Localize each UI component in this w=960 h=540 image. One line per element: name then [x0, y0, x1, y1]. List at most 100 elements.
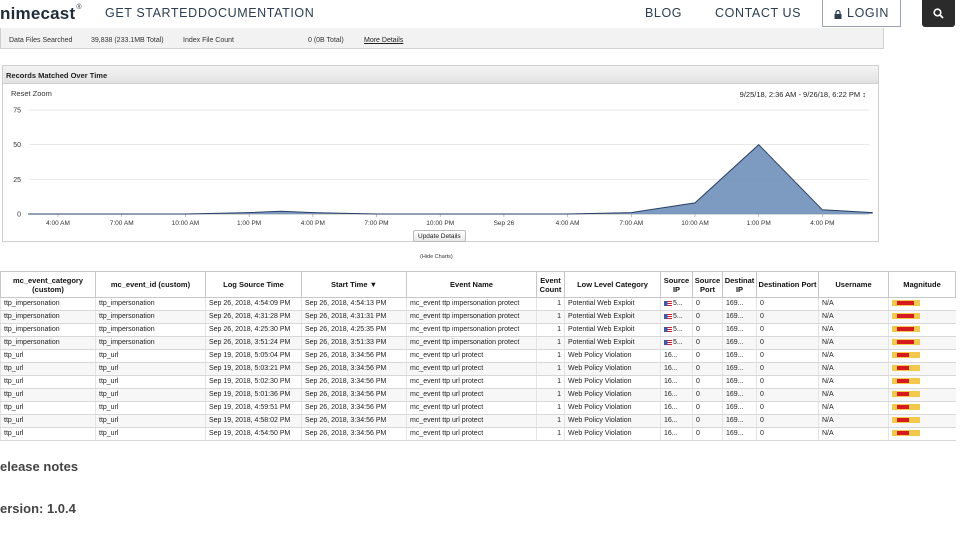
header-col-log-source-time[interactable]: Log Source Time [205, 271, 302, 298]
cell-start-time: Sep 26, 2018, 3:34:56 PM [301, 414, 407, 428]
nav-documentation[interactable]: DOCUMENTATION [198, 6, 315, 20]
magnitude-bar [892, 300, 920, 307]
time-range-selector[interactable]: 9/25/18, 2:36 AM - 9/26/18, 6:22 PM ↕ [739, 90, 866, 99]
cell-source-ip: 5... [660, 297, 693, 311]
table-row[interactable]: ttp_impersonation ttp_impersonation Sep 26… [0, 323, 956, 337]
table-row[interactable]: ttp_url ttp_url Sep 19, 2018, 5:03:21 PM Se… [0, 362, 956, 376]
cell-text: 169... [726, 404, 744, 411]
cell-text: N/A [822, 430, 834, 437]
magnitude-fill [897, 405, 909, 410]
header-col-event-name[interactable]: Event Name [406, 271, 537, 298]
cell-text: 16... [664, 417, 678, 424]
header-col-magnitude[interactable]: Magnitude [888, 271, 956, 298]
cell-start-time: Sep 26, 2018, 3:34:56 PM [301, 388, 407, 402]
magnitude-bar [892, 417, 920, 424]
search-button[interactable] [922, 0, 955, 27]
table-row[interactable]: ttp_url ttp_url Sep 19, 2018, 4:58:02 PM Se… [0, 414, 956, 428]
x-tick-label: Sep 26 [494, 220, 515, 227]
cell-source-port: 0 [692, 362, 723, 376]
table-row[interactable]: ttp_url ttp_url Sep 19, 2018, 4:54:50 PM Se… [0, 427, 956, 441]
table-row[interactable]: ttp_url ttp_url Sep 19, 2018, 4:59:51 PM Se… [0, 401, 956, 415]
cell-source-ip: 16... [660, 427, 693, 441]
cell-start-time: Sep 26, 2018, 3:34:56 PM [301, 375, 407, 389]
cell-destination-port: 0 [756, 375, 819, 389]
table-row[interactable]: ttp_url ttp_url Sep 19, 2018, 5:01:36 PM Se… [0, 388, 956, 402]
header-col-low-level-category[interactable]: Low Level Category [564, 271, 661, 298]
header-col-start-time[interactable]: Start Time ▼ [301, 271, 407, 298]
cell-log-source-time: Sep 19, 2018, 4:58:02 PM [205, 414, 302, 428]
cell-text: 16... [664, 352, 678, 359]
cell-text: ttp_impersonation [99, 326, 155, 333]
nav-blog[interactable]: BLOG [645, 6, 683, 20]
more-details-link[interactable]: More Details [364, 37, 404, 44]
cell-text: ttp_url [4, 378, 24, 385]
cell-text: 169... [726, 378, 744, 385]
hide-charts-link[interactable]: (Hide Charts) [420, 254, 453, 260]
header-col-username[interactable]: Username [818, 271, 889, 298]
cell-event-id: ttp_url [95, 362, 206, 376]
cell-text: 0 [696, 352, 700, 359]
header-col-source-port[interactable]: Source Port [692, 271, 723, 298]
logo[interactable]: nimecast® [0, 4, 82, 24]
magnitude-bar [892, 404, 920, 411]
update-details-button[interactable]: Update Details [413, 230, 466, 242]
cell-text: mc_event ttp url protect [410, 417, 484, 424]
cell-source-ip: 16... [660, 375, 693, 389]
cell-event-count: 1 [536, 297, 565, 311]
header-col-event-id[interactable]: mc_event_id (custom) [95, 271, 206, 298]
cell-text: mc_event ttp impersonation protect [410, 339, 520, 346]
header-col-source-ip[interactable]: Source IP [660, 271, 693, 298]
cell-event-name: mc_event ttp impersonation protect [406, 336, 537, 350]
cell-magnitude [888, 336, 956, 350]
cell-username: N/A [818, 336, 889, 350]
cell-text: 0 [696, 300, 700, 307]
cell-source-port: 0 [692, 401, 723, 415]
cell-text: Sep 26, 2018, 4:25:35 PM [305, 326, 387, 333]
us-flag-icon [664, 300, 672, 306]
events-table: mc_event_category (custom) mc_event_id (c… [0, 271, 956, 441]
table-row[interactable]: ttp_impersonation ttp_impersonation Sep 26… [0, 336, 956, 350]
cell-text: Sep 26, 2018, 4:25:30 PM [209, 326, 291, 333]
header-col-event-category[interactable]: mc_event_category (custom) [0, 271, 96, 298]
cell-text: 169... [726, 339, 744, 346]
table-row[interactable]: ttp_impersonation ttp_impersonation Sep 26… [0, 297, 956, 311]
cell-event-count: 1 [536, 310, 565, 324]
cell-destination-port: 0 [756, 388, 819, 402]
magnitude-fill [897, 327, 914, 332]
header-col-event-count[interactable]: Event Count [536, 271, 565, 298]
logo-mark: ® [76, 4, 82, 11]
cell-username: N/A [818, 375, 889, 389]
cell-text: N/A [822, 300, 834, 307]
cell-text: 5... [673, 326, 683, 333]
header-col-destination-ip[interactable]: Destinat IP [722, 271, 757, 298]
table-row[interactable]: ttp_impersonation ttp_impersonation Sep 26… [0, 310, 956, 324]
cell-event-category: ttp_url [0, 427, 96, 441]
cell-event-category: ttp_url [0, 362, 96, 376]
series-area [28, 144, 873, 214]
cell-destination-ip: 169... [722, 375, 757, 389]
cell-text: ttp_url [99, 391, 119, 398]
cell-text: Potential Web Exploit [568, 313, 635, 320]
nav-get-started[interactable]: GET STARTED [105, 6, 198, 20]
cell-low-level-category: Web Policy Violation [564, 362, 661, 376]
cell-text: ttp_impersonation [4, 326, 60, 333]
cell-text: mc_event ttp impersonation protect [410, 326, 520, 333]
nav-contact-us[interactable]: CONTACT US [715, 6, 802, 20]
login-button[interactable]: LOGIN [822, 0, 901, 27]
x-tick-label: 7:00 AM [110, 220, 134, 227]
cell-source-port: 0 [692, 414, 723, 428]
reset-zoom-button[interactable]: Reset Zoom [11, 89, 52, 98]
cell-username: N/A [818, 388, 889, 402]
cell-text: Sep 26, 2018, 3:51:24 PM [209, 339, 291, 346]
cell-start-time: Sep 26, 2018, 3:34:56 PM [301, 349, 407, 363]
cell-magnitude [888, 297, 956, 311]
cell-destination-ip: 169... [722, 362, 757, 376]
table-row[interactable]: ttp_url ttp_url Sep 19, 2018, 5:02:30 PM Se… [0, 375, 956, 389]
cell-log-source-time: Sep 19, 2018, 5:01:36 PM [205, 388, 302, 402]
table-row[interactable]: ttp_url ttp_url Sep 19, 2018, 5:05:04 PM Se… [0, 349, 956, 363]
cell-low-level-category: Web Policy Violation [564, 349, 661, 363]
header-col-destination-port[interactable]: Destination Port [756, 271, 819, 298]
cell-source-ip: 16... [660, 362, 693, 376]
cell-destination-ip: 169... [722, 310, 757, 324]
cell-text: 0 [760, 352, 764, 359]
